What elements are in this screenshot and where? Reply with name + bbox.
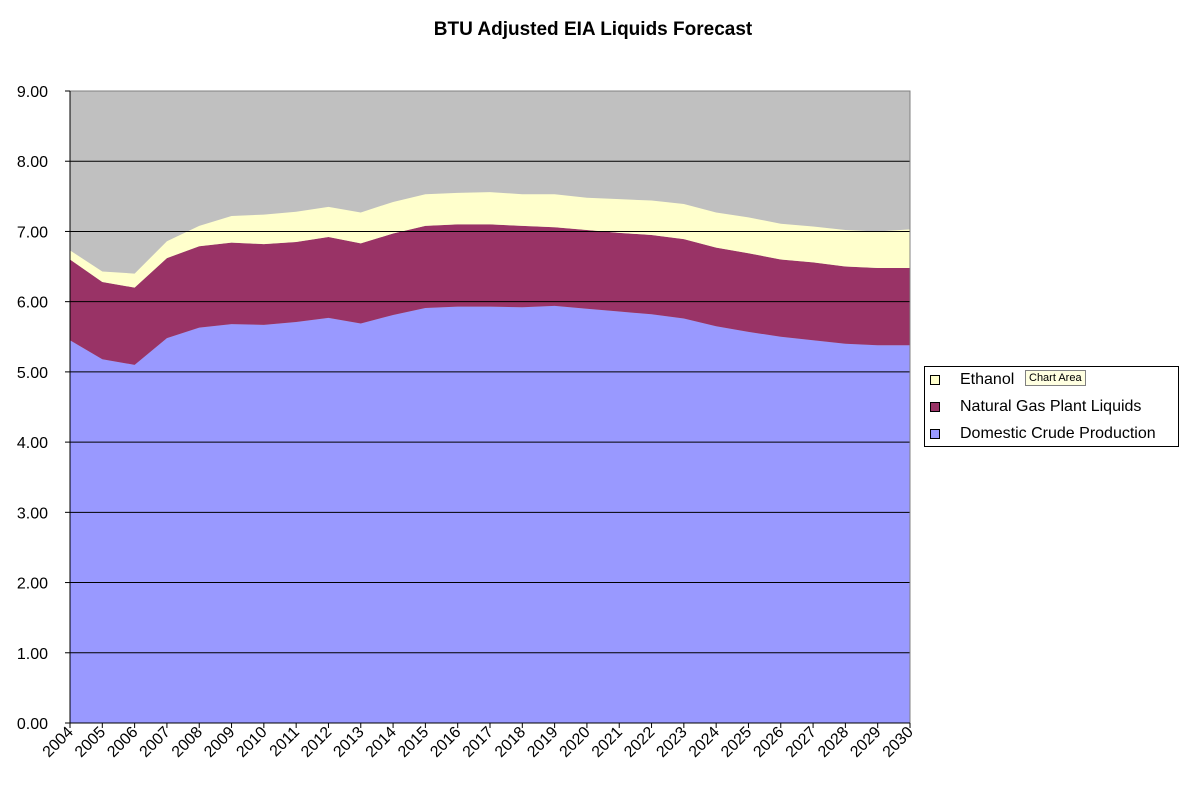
y-tick-label: 8.00 xyxy=(17,154,48,171)
y-tick-label: 5.00 xyxy=(17,365,48,382)
legend-label-ethanol: Ethanol xyxy=(960,371,1015,388)
y-tick-label: 2.00 xyxy=(17,576,48,593)
x-tick-label: 2009 xyxy=(201,724,238,761)
x-tick-label: 2023 xyxy=(653,724,690,761)
x-tick-label: 2014 xyxy=(363,724,400,761)
y-tick-label: 0.00 xyxy=(17,716,48,733)
area-series-ethanol xyxy=(70,192,910,288)
x-tick-label: 2029 xyxy=(847,724,884,761)
x-tick-label: 2025 xyxy=(718,724,755,761)
x-tick-label: 2021 xyxy=(589,724,626,761)
legend-swatch-crude xyxy=(930,429,940,439)
y-tick-label: 3.00 xyxy=(17,505,48,522)
x-tick-label: 2017 xyxy=(460,724,497,761)
x-tick-label: 2007 xyxy=(137,724,174,761)
chart-area-tooltip: Chart Area xyxy=(1025,370,1086,386)
y-tick-label: 4.00 xyxy=(17,435,48,452)
legend-swatch-ngpl xyxy=(930,402,940,412)
x-tick-label: 2013 xyxy=(330,724,367,761)
x-tick-label: 2024 xyxy=(686,724,723,761)
area-series-domestic-crude-production xyxy=(70,305,910,723)
x-tick-label: 2019 xyxy=(524,724,561,761)
legend-label-ngpl: Natural Gas Plant Liquids xyxy=(960,398,1142,415)
x-tick-label: 2005 xyxy=(72,724,109,761)
legend-swatch-ethanol xyxy=(930,375,940,385)
x-tick-label: 2012 xyxy=(298,724,335,761)
x-tick-label: 2020 xyxy=(557,724,594,761)
legend-item-ngpl: Natural Gas Plant Liquids xyxy=(930,396,1141,418)
legend: Ethanol Natural Gas Plant Liquids Domest… xyxy=(924,366,1179,447)
y-tick-label: 6.00 xyxy=(17,295,48,312)
y-tick-label: 1.00 xyxy=(17,646,48,663)
y-tick-label: 7.00 xyxy=(17,224,48,241)
x-tick-label: 2026 xyxy=(750,724,787,761)
chart-title: BTU Adjusted EIA Liquids Forecast xyxy=(434,19,753,40)
x-tick-label: 2027 xyxy=(783,724,820,761)
x-tick-label: 2016 xyxy=(427,724,464,761)
x-tick-label: 2030 xyxy=(880,724,917,761)
legend-item-crude: Domestic Crude Production xyxy=(930,423,1156,445)
y-tick-label: 9.00 xyxy=(17,84,48,101)
x-tick-label: 2008 xyxy=(169,724,206,761)
x-tick-label: 2028 xyxy=(815,724,852,761)
legend-label-crude: Domestic Crude Production xyxy=(960,425,1156,442)
x-tick-label: 2010 xyxy=(233,724,270,761)
x-tick-label: 2011 xyxy=(267,724,303,760)
area-series-natural-gas-plant-liquids xyxy=(70,224,910,365)
x-tick-label: 2022 xyxy=(621,724,658,761)
x-tick-label: 2015 xyxy=(395,724,432,761)
legend-item-ethanol: Ethanol xyxy=(930,369,1014,391)
x-tick-label: 2018 xyxy=(492,724,529,761)
x-tick-label: 2006 xyxy=(104,724,141,761)
